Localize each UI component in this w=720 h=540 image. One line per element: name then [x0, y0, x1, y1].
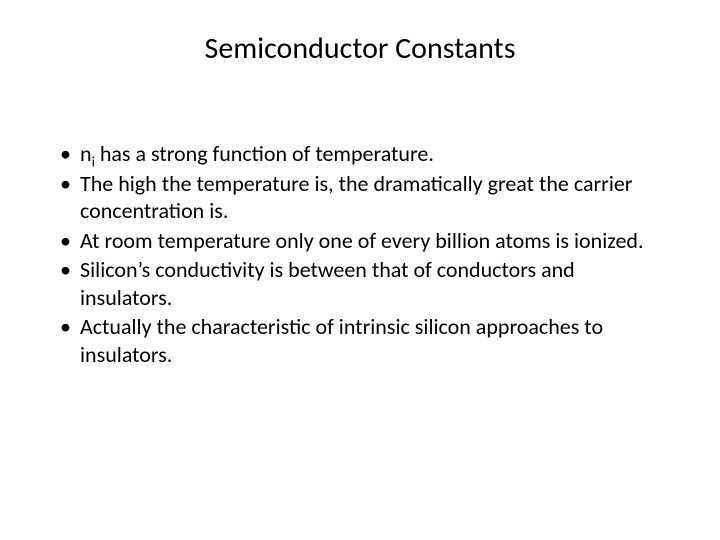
list-item: The high the temperature is, the dramati…: [58, 170, 668, 225]
bullet-text-pre: n: [80, 140, 92, 167]
slide: Semiconductor Constants ni has a strong …: [0, 0, 720, 540]
bullet-text: The high the temperature is, the dramati…: [80, 170, 632, 225]
slide-title: Semiconductor Constants: [0, 30, 720, 67]
list-item: Actually the characteristic of intrinsic…: [58, 313, 668, 368]
list-item: ni has a strong function of temperature.: [58, 140, 668, 168]
list-item: Silicon’s conductivity is between that o…: [58, 256, 668, 311]
bullet-text-post: has a strong function of temperature.: [95, 140, 434, 167]
bullet-text: Actually the characteristic of intrinsic…: [80, 313, 603, 368]
bullet-text: Silicon’s conductivity is between that o…: [80, 256, 575, 311]
bullet-list: ni has a strong function of temperature.…: [58, 140, 668, 368]
slide-body: ni has a strong function of temperature.…: [58, 140, 668, 370]
bullet-text: At room temperature only one of every bi…: [80, 227, 644, 254]
list-item: At room temperature only one of every bi…: [58, 227, 668, 255]
